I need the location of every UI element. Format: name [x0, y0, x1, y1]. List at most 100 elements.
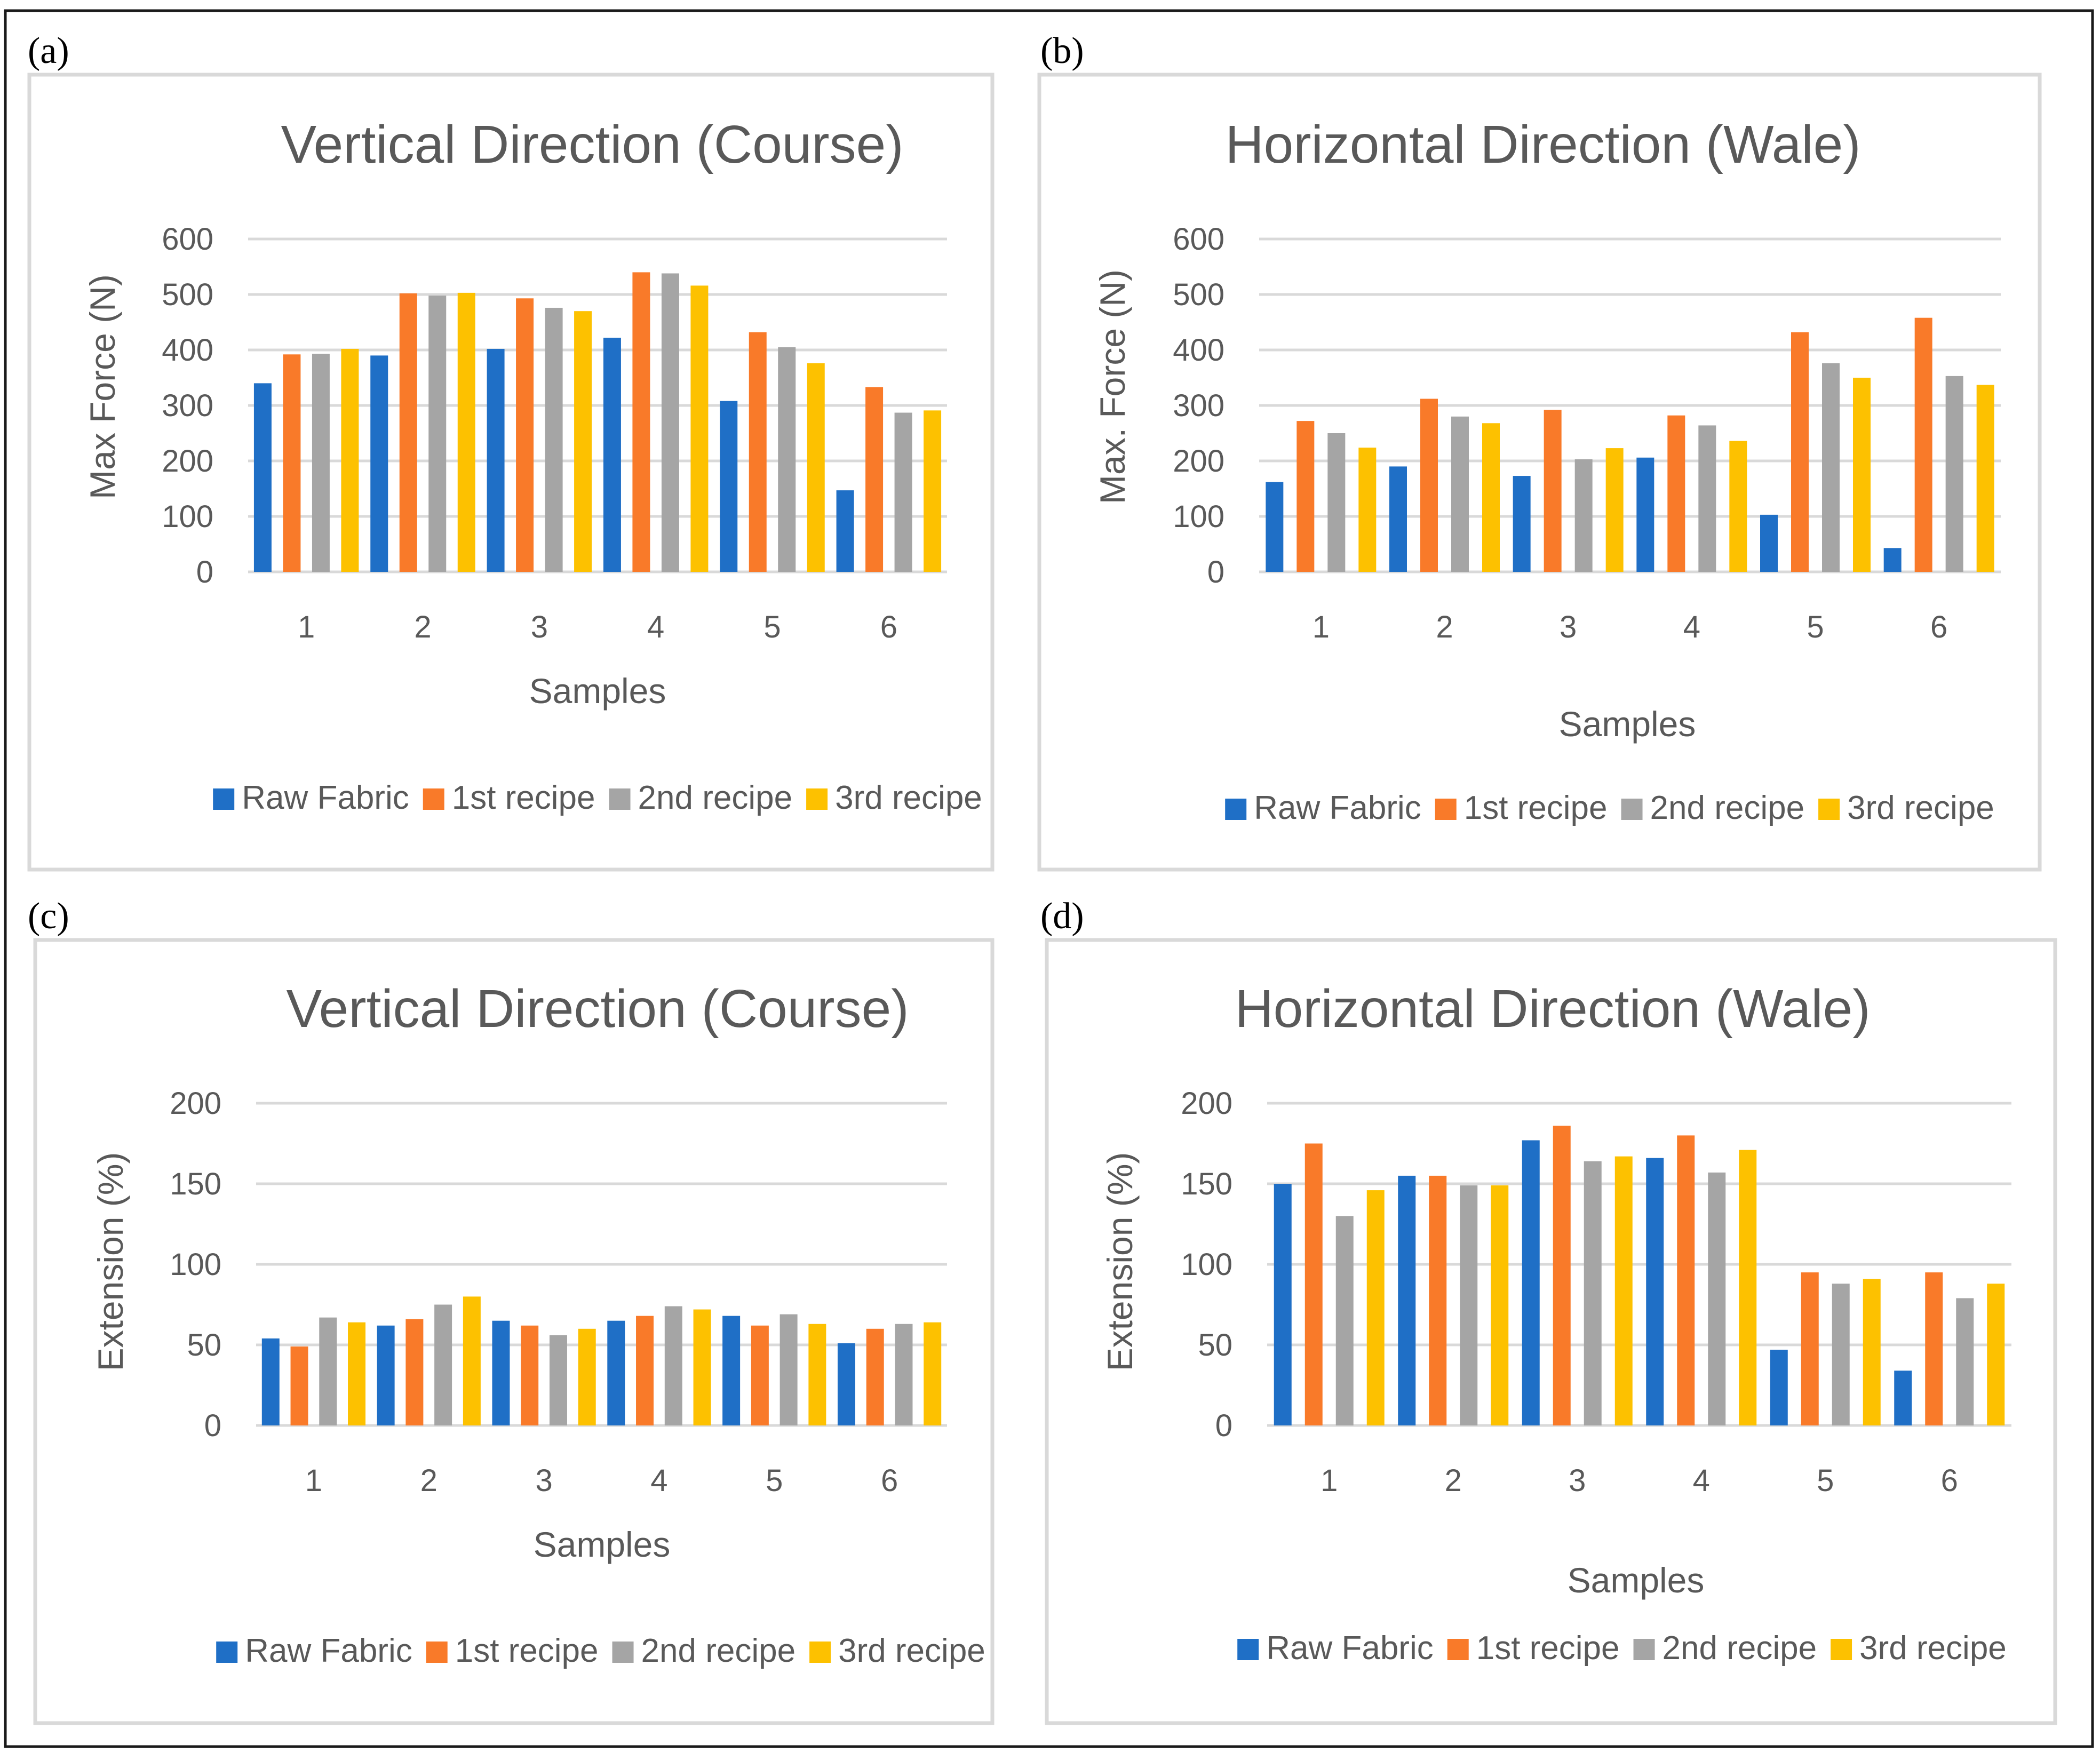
panel-letter: (b)	[1040, 30, 1084, 71]
legend-item: 2nd recipe	[1621, 790, 1805, 826]
bar-sample-6-series-4	[1987, 1284, 2005, 1425]
legend-label: 2nd recipe	[1662, 1630, 1817, 1667]
bar-sample-3-series-3	[1584, 1161, 1602, 1425]
y-axis-title: Max Force (N)	[83, 274, 122, 499]
x-tick-label: 6	[1930, 610, 1947, 644]
bar-sample-1-series-4	[348, 1322, 366, 1425]
legend-label: 2nd recipe	[638, 779, 793, 816]
legend-swatch	[426, 1642, 448, 1663]
chart-panel-1: (a) Vertical Direction (Course) 0 100 200 300…	[27, 30, 995, 872]
legend-label: 3rd recipe	[1847, 790, 1994, 826]
y-tick-label: 100	[162, 499, 213, 534]
chart-title: Horizontal Direction (Wale)	[1235, 979, 1870, 1039]
y-tick-label: 200	[1173, 444, 1224, 479]
panel-frame	[33, 938, 995, 1725]
bar-sample-2-series-1	[1398, 1175, 1416, 1425]
bar-sample-6-series-3	[1945, 376, 1963, 572]
chart-panel-4: (d) Horizontal Direction (Wale) 0 50 100 150 2…	[1040, 896, 2057, 1725]
y-tick-label: 100	[1181, 1247, 1232, 1282]
bar-sample-5-series-3	[1832, 1284, 1850, 1425]
x-tick-label: 2	[1436, 610, 1453, 644]
bar-sample-1-series-3	[1327, 433, 1346, 572]
panel-frame	[1037, 73, 2042, 872]
x-tick-label: 1	[1312, 610, 1330, 644]
chart-title: Vertical Direction (Course)	[281, 115, 903, 174]
panel-frame	[27, 73, 995, 872]
bar-sample-3-series-1	[1513, 476, 1531, 572]
bar-sample-3-series-3	[545, 307, 563, 572]
legend-swatch	[1831, 1639, 1852, 1660]
bar-sample-2-series-2	[399, 293, 417, 572]
legend-item: 3rd recipe	[1831, 1630, 2007, 1667]
bar-sample-3-series-1	[492, 1320, 510, 1425]
x-tick-label: 5	[1817, 1463, 1834, 1498]
y-axis-title: Extension (%)	[91, 1152, 130, 1372]
x-axis-title: Samples	[534, 1525, 671, 1564]
bar-sample-2-series-4	[1491, 1185, 1509, 1425]
bar-sample-3-series-3	[1574, 459, 1593, 572]
legend-label: 1st recipe	[1476, 1630, 1620, 1667]
y-axis-title: Max. Force (N)	[1093, 269, 1132, 504]
x-tick-label: 3	[531, 610, 548, 644]
panel-letter: (d)	[1040, 896, 1084, 937]
bar-sample-5-series-2	[749, 332, 767, 572]
bar-sample-4-series-4	[690, 285, 709, 572]
bar-sample-2-series-1	[1389, 466, 1407, 572]
bar-sample-4-series-2	[1677, 1135, 1695, 1425]
chart-panel-2: (b) Horizontal Direction (Wale) 0 100 200 300…	[1037, 30, 2042, 872]
x-tick-label: 6	[1941, 1463, 1958, 1498]
bar-sample-2-series-3	[1460, 1185, 1478, 1425]
x-tick-label: 1	[298, 610, 315, 644]
legend-swatch	[1447, 1639, 1469, 1660]
y-tick-label: 0	[1215, 1408, 1232, 1443]
legend-swatch	[1621, 799, 1643, 820]
bar-sample-4-series-3	[661, 273, 679, 572]
legend-swatch	[809, 1642, 831, 1663]
legend-label: 3rd recipe	[835, 779, 982, 816]
bar-sample-5-series-4	[808, 1324, 826, 1425]
bar-sample-4-series-1	[1646, 1158, 1664, 1425]
legend-label: 1st recipe	[452, 779, 595, 816]
legend-swatch	[1633, 1639, 1655, 1660]
bar-sample-3-series-4	[574, 311, 592, 572]
bar-sample-2-series-1	[377, 1325, 395, 1425]
bar-sample-3-series-1	[1522, 1140, 1540, 1425]
bar-sample-4-series-2	[636, 1316, 654, 1425]
panel-letter: (c)	[28, 896, 69, 937]
legend-item: 1st recipe	[423, 779, 595, 816]
legend-item: 3rd recipe	[1818, 790, 1994, 826]
y-tick-label: 600	[162, 222, 213, 257]
bar-sample-4-series-4	[1739, 1150, 1757, 1425]
legend-label: 3rd recipe	[1859, 1630, 2007, 1667]
x-tick-label: 1	[1321, 1463, 1338, 1498]
y-tick-label: 400	[162, 333, 213, 368]
bar-sample-3-series-1	[487, 348, 505, 572]
bar-sample-1-series-3	[1335, 1216, 1354, 1425]
bar-sample-4-series-3	[1698, 425, 1716, 572]
chart-title: Vertical Direction (Course)	[286, 979, 909, 1039]
legend-item: 1st recipe	[1447, 1630, 1620, 1667]
legend-swatch	[806, 788, 828, 810]
bar-sample-1-series-4	[341, 348, 359, 572]
bar-sample-1-series-2	[290, 1346, 308, 1425]
bar-sample-5-series-2	[751, 1325, 769, 1425]
bar-sample-1-series-4	[1366, 1190, 1385, 1425]
x-tick-label: 2	[1445, 1463, 1462, 1498]
legend-label: 2nd recipe	[1650, 790, 1805, 826]
y-tick-label: 0	[196, 555, 213, 589]
chart-title: Horizontal Direction (Wale)	[1225, 115, 1860, 174]
bar-sample-6-series-2	[865, 387, 884, 572]
bar-sample-6-series-2	[1925, 1272, 1943, 1425]
legend-swatch	[612, 1642, 634, 1663]
bar-sample-3-series-2	[521, 1325, 539, 1425]
legend-label: Raw Fabric	[1266, 1630, 1434, 1667]
y-tick-label: 500	[162, 277, 213, 312]
bar-sample-5-series-1	[1760, 514, 1778, 572]
chart-panels: (a)Vertical Direction (Course)0100200300…	[27, 30, 2057, 1725]
x-tick-label: 4	[1693, 1463, 1710, 1498]
bar-sample-5-series-4	[1853, 378, 1871, 572]
bar-sample-3-series-2	[1544, 410, 1562, 572]
bar-sample-4-series-4	[1729, 441, 1747, 572]
x-tick-label: 5	[763, 610, 781, 644]
